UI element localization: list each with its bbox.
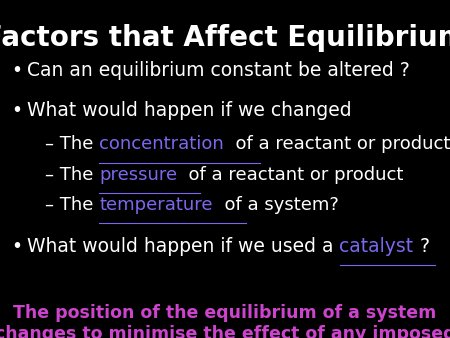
Text: ?: ?	[414, 237, 430, 256]
Text: •: •	[11, 237, 22, 256]
Text: •: •	[11, 61, 22, 80]
Text: of a system?: of a system?	[212, 196, 338, 214]
Text: What would happen if we used a: What would happen if we used a	[27, 237, 339, 256]
Text: of a reactant or product: of a reactant or product	[177, 166, 404, 184]
Text: concentration: concentration	[99, 135, 224, 153]
Text: What would happen if we changed: What would happen if we changed	[27, 101, 351, 120]
Text: catalyst: catalyst	[339, 237, 414, 256]
Text: pressure: pressure	[99, 166, 177, 184]
Text: •: •	[11, 101, 22, 120]
Text: Can an equilibrium constant be altered ?: Can an equilibrium constant be altered ?	[27, 61, 410, 80]
Text: Factors that Affect Equilibrium: Factors that Affect Equilibrium	[0, 24, 450, 52]
Text: – The: – The	[45, 135, 99, 153]
Text: of a reactant or product?: of a reactant or product?	[224, 135, 450, 153]
Text: temperature: temperature	[99, 196, 212, 214]
Text: – The: – The	[45, 196, 99, 214]
Text: The position of the equilibrium of a system
changes to minimise the effect of an: The position of the equilibrium of a sys…	[0, 304, 450, 338]
Text: – The: – The	[45, 166, 99, 184]
